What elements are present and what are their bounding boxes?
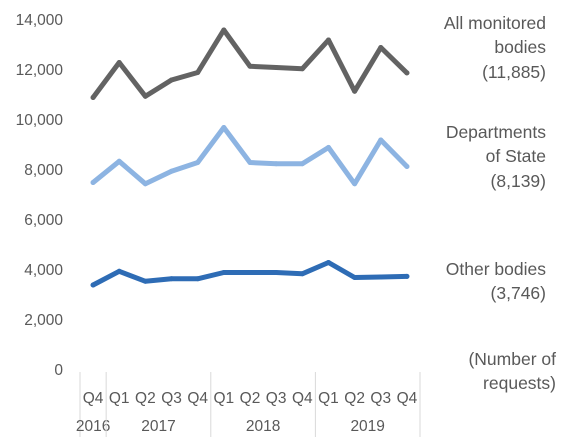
series-label: Other bodies	[446, 259, 546, 279]
y-tick-label: 2,000	[24, 312, 63, 329]
series-layer	[90, 27, 410, 288]
data-point	[325, 260, 331, 265]
series-label: All monitored	[444, 13, 546, 33]
series-label: Departments	[446, 122, 546, 142]
x-category-label: Q3	[161, 390, 182, 407]
data-point	[90, 95, 96, 100]
x-category-label: Q1	[109, 390, 130, 407]
data-point	[195, 276, 201, 282]
data-point	[195, 160, 201, 165]
data-point	[90, 180, 96, 185]
series-label: (11,885)	[482, 62, 546, 82]
x-category-label: Q4	[292, 390, 313, 407]
y-tick-label: 14,000	[16, 12, 64, 29]
x-category-label: Q3	[266, 390, 287, 407]
data-point	[404, 70, 410, 76]
data-point	[352, 181, 358, 187]
axis-layer: 0 2,000 4,000 6,000 8,000 10,000 12,000 14,000 Q…	[16, 12, 421, 437]
data-point	[325, 37, 331, 43]
unit-label: (Number of	[468, 349, 556, 369]
data-point	[247, 63, 253, 69]
x-category-label: Q4	[83, 390, 104, 407]
data-point	[116, 158, 122, 164]
y-tick-label: 10,000	[16, 112, 64, 129]
data-point	[325, 145, 331, 150]
series-label: (8,139)	[491, 171, 546, 191]
series-label: (3,746)	[491, 283, 546, 303]
data-point	[142, 181, 148, 187]
series-label: bodies	[494, 37, 546, 57]
data-point	[404, 164, 410, 170]
data-point	[142, 93, 148, 99]
x-category-label: Q2	[344, 390, 365, 407]
data-point	[247, 270, 253, 275]
data-point	[142, 278, 148, 284]
data-point	[169, 77, 175, 83]
data-point	[195, 70, 201, 75]
series-label: of State	[486, 146, 546, 166]
data-point	[273, 65, 279, 70]
data-point	[273, 270, 279, 275]
x-category-label: Q1	[214, 390, 235, 407]
label-layer: All monitored bodies (11,885) Departments of…	[444, 13, 556, 393]
data-point	[247, 160, 253, 165]
data-point	[299, 66, 305, 72]
data-point	[116, 268, 122, 274]
x-year-label: 2017	[141, 418, 175, 435]
y-tick-label: 0	[54, 362, 63, 379]
data-point	[378, 45, 384, 50]
x-year-label: 2016	[76, 418, 110, 435]
x-year-label: 2018	[246, 418, 280, 435]
data-point	[378, 274, 384, 280]
data-point	[169, 276, 175, 282]
data-point	[90, 282, 96, 288]
data-point	[273, 161, 279, 167]
y-tick-label: 12,000	[16, 62, 64, 79]
data-point	[221, 270, 227, 275]
y-tick-label: 8,000	[24, 162, 63, 179]
data-point	[169, 168, 175, 174]
x-category-label: Q2	[240, 390, 261, 407]
y-tick-label: 6,000	[24, 212, 63, 229]
x-category-label: Q2	[135, 390, 156, 407]
data-point	[299, 271, 305, 277]
data-point	[116, 60, 122, 65]
data-point	[221, 27, 227, 33]
series-line	[90, 125, 410, 187]
unit-label: requests)	[483, 373, 556, 393]
data-point	[378, 137, 384, 143]
data-point	[299, 161, 305, 167]
data-point	[404, 273, 410, 279]
data-point	[221, 125, 227, 130]
x-category-label: Q4	[187, 390, 208, 407]
data-point	[352, 88, 358, 94]
x-category-label: Q1	[318, 390, 339, 407]
x-category-label: Q3	[370, 390, 391, 407]
data-point	[352, 275, 358, 280]
y-tick-label: 4,000	[24, 262, 63, 279]
x-year-label: 2019	[350, 418, 384, 435]
x-category-label: Q4	[397, 390, 418, 407]
